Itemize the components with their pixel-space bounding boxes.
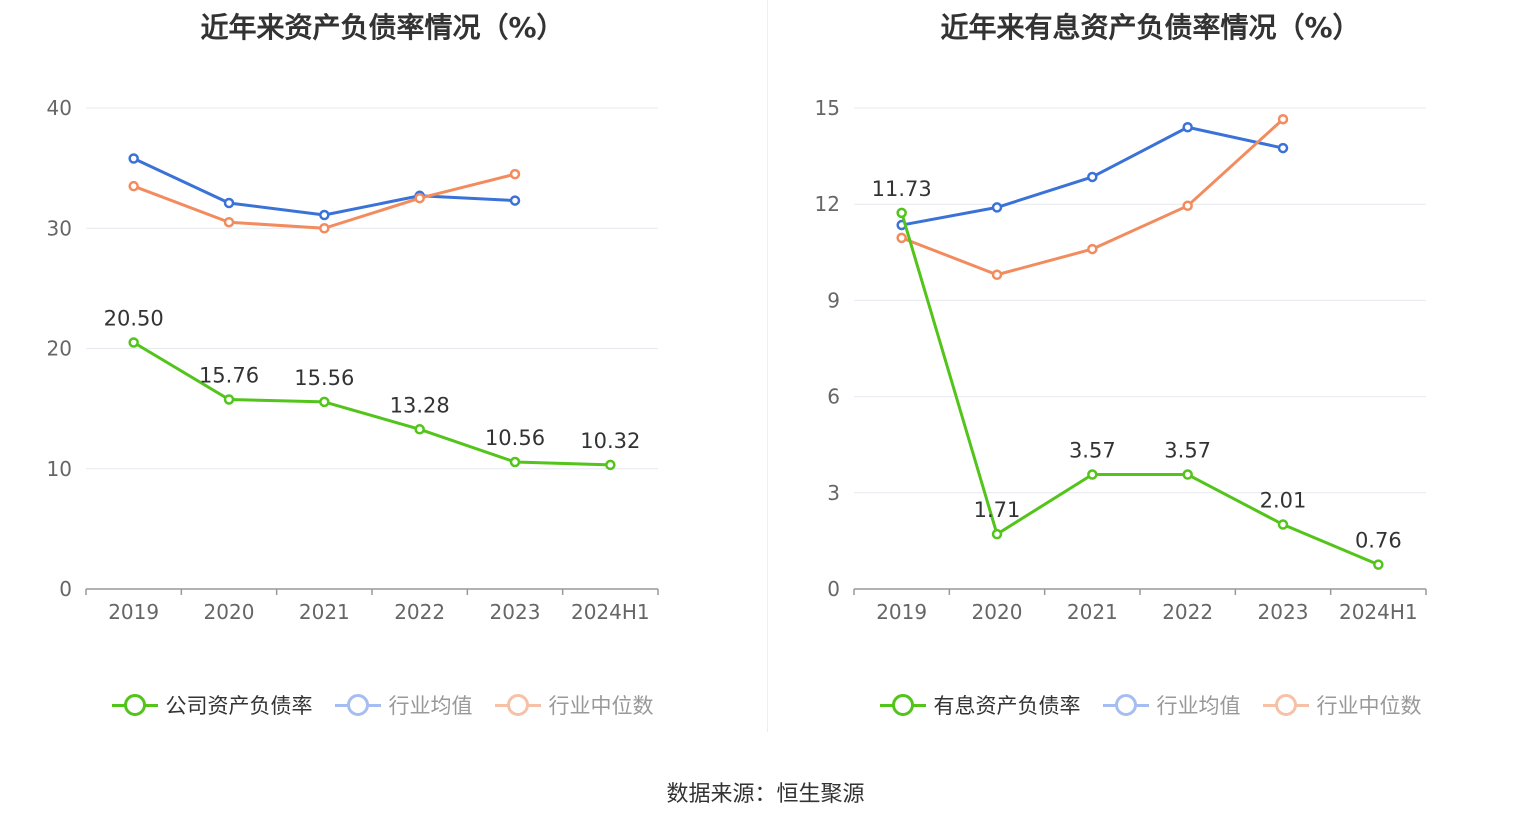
legend-line-marker-icon (494, 693, 541, 717)
chart-debt-ratio: 近年来资产负债率情况（%） 0 10 20 30 40 2019 2020 2021 2022 2… (0, 0, 765, 740)
data-point (223, 216, 235, 228)
x-tick-label: 2022 (394, 600, 445, 624)
data-label: 0.76 (1355, 529, 1402, 553)
y-tick-label: 6 (827, 385, 840, 409)
data-point (1373, 559, 1384, 570)
x-tick-label: 2021 (1067, 600, 1118, 624)
data-point (1277, 519, 1289, 530)
data-source-note: 数据来源：恒生聚源 (666, 782, 865, 807)
y-tick-label: 3 (827, 481, 840, 505)
x-tick-label: 2022 (1162, 600, 1213, 624)
legend-item-industry-median[interactable]: 行业中位数 (494, 690, 654, 720)
data-point (605, 459, 616, 471)
data-label: 2.01 (1260, 489, 1307, 513)
data-point (128, 153, 139, 164)
x-tick-label: 2020 (204, 600, 255, 624)
data-label: 11.73 (872, 177, 932, 201)
data-label: 3.57 (1069, 439, 1116, 463)
data-point (319, 396, 330, 408)
data-point (991, 202, 1003, 213)
legend-label: 行业中位数 (1316, 694, 1422, 718)
y-tick-label: 9 (827, 288, 840, 312)
legend-line-marker-icon (1262, 693, 1309, 717)
y-tick-label: 0 (59, 577, 72, 601)
legend-label: 行业中位数 (548, 694, 654, 718)
legend-item-company[interactable]: 有息资产负债率 (879, 690, 1081, 720)
data-point (223, 394, 235, 405)
legend-line-marker-icon (111, 693, 158, 717)
data-point (1182, 469, 1193, 480)
series-line (900, 212, 1379, 567)
data-point (509, 195, 521, 206)
data-label: 3.57 (1164, 439, 1211, 463)
x-tick-label: 2019 (108, 600, 159, 624)
data-point (991, 528, 1003, 540)
x-tick-label: 2023 (490, 600, 541, 624)
y-tick-label: 30 (47, 216, 72, 240)
legend-label: 行业均值 (1156, 694, 1241, 718)
y-tick-label: 15 (815, 96, 840, 120)
x-tick-label: 2019 (876, 600, 927, 624)
data-label: 20.50 (104, 306, 164, 330)
x-tick-label: 2021 (299, 600, 350, 624)
data-point (414, 192, 425, 204)
data-point (319, 209, 330, 221)
chart-plot-area: 0 3 6 9 12 15 2019 2020 2021 2022 2023 2024H1 11.73 1… (815, 96, 1427, 624)
data-point (128, 337, 139, 348)
data-label: 15.56 (294, 366, 354, 390)
data-label: 10.32 (580, 429, 640, 453)
y-tick-label: 10 (47, 457, 72, 481)
chart-title: 近年来有息资产负债率情况（%） (940, 11, 1361, 44)
data-point (509, 168, 521, 180)
data-label: 15.76 (199, 363, 259, 387)
data-point (1182, 200, 1193, 212)
data-label: 13.28 (390, 393, 450, 417)
data-point (1277, 113, 1289, 125)
data-point (223, 197, 235, 209)
chart-legend: 有息资产负债率 行业均值 行业中位数 (768, 690, 1531, 720)
data-point (1277, 142, 1289, 154)
data-point (896, 207, 907, 219)
chart-divider (767, 0, 768, 732)
y-tick-label: 40 (47, 96, 72, 120)
y-tick-label: 20 (47, 337, 72, 361)
legend-item-industry-mean[interactable]: 行业均值 (1102, 690, 1241, 720)
y-tick-label: 12 (815, 192, 840, 216)
data-label: 10.56 (485, 426, 545, 450)
chart-legend: 公司资产负债率 行业均值 行业中位数 (0, 690, 765, 720)
legend-line-marker-icon (1102, 693, 1149, 717)
legend-line-marker-icon (334, 693, 381, 717)
data-point (509, 456, 521, 468)
x-tick-label: 2024H1 (1339, 600, 1418, 624)
legend-label: 公司资产负债率 (165, 694, 313, 718)
chart-plot-area: 0 10 20 30 40 2019 2020 2021 2022 2023 2024H1 20.50… (47, 96, 659, 624)
x-tick-label: 2023 (1258, 600, 1309, 624)
data-point (128, 180, 139, 192)
legend-item-company[interactable]: 公司资产负债率 (111, 690, 313, 720)
data-label: 1.71 (974, 498, 1021, 522)
chart-title: 近年来资产负债率情况（%） (200, 11, 565, 44)
data-point (1182, 121, 1193, 133)
x-tick-label: 2024H1 (571, 600, 650, 624)
legend-label: 行业均值 (388, 694, 473, 718)
data-point (896, 232, 907, 244)
series-line (132, 341, 611, 467)
legend-item-industry-median[interactable]: 行业中位数 (1262, 690, 1422, 720)
data-point (414, 424, 425, 435)
legend-line-marker-icon (879, 693, 926, 717)
data-point (991, 269, 1003, 280)
legend-label: 有息资产负债率 (933, 694, 1081, 718)
y-tick-label: 0 (827, 577, 840, 601)
data-point (1087, 469, 1098, 480)
data-point (319, 223, 330, 234)
data-point (1087, 171, 1098, 183)
legend-item-industry-mean[interactable]: 行业均值 (334, 690, 473, 720)
chart-interest-debt-ratio: 近年来有息资产负债率情况（%） 0 3 6 9 12 15 2019 2020 2021 2022… (768, 0, 1531, 740)
x-tick-label: 2020 (972, 600, 1023, 624)
data-point (1087, 243, 1098, 255)
